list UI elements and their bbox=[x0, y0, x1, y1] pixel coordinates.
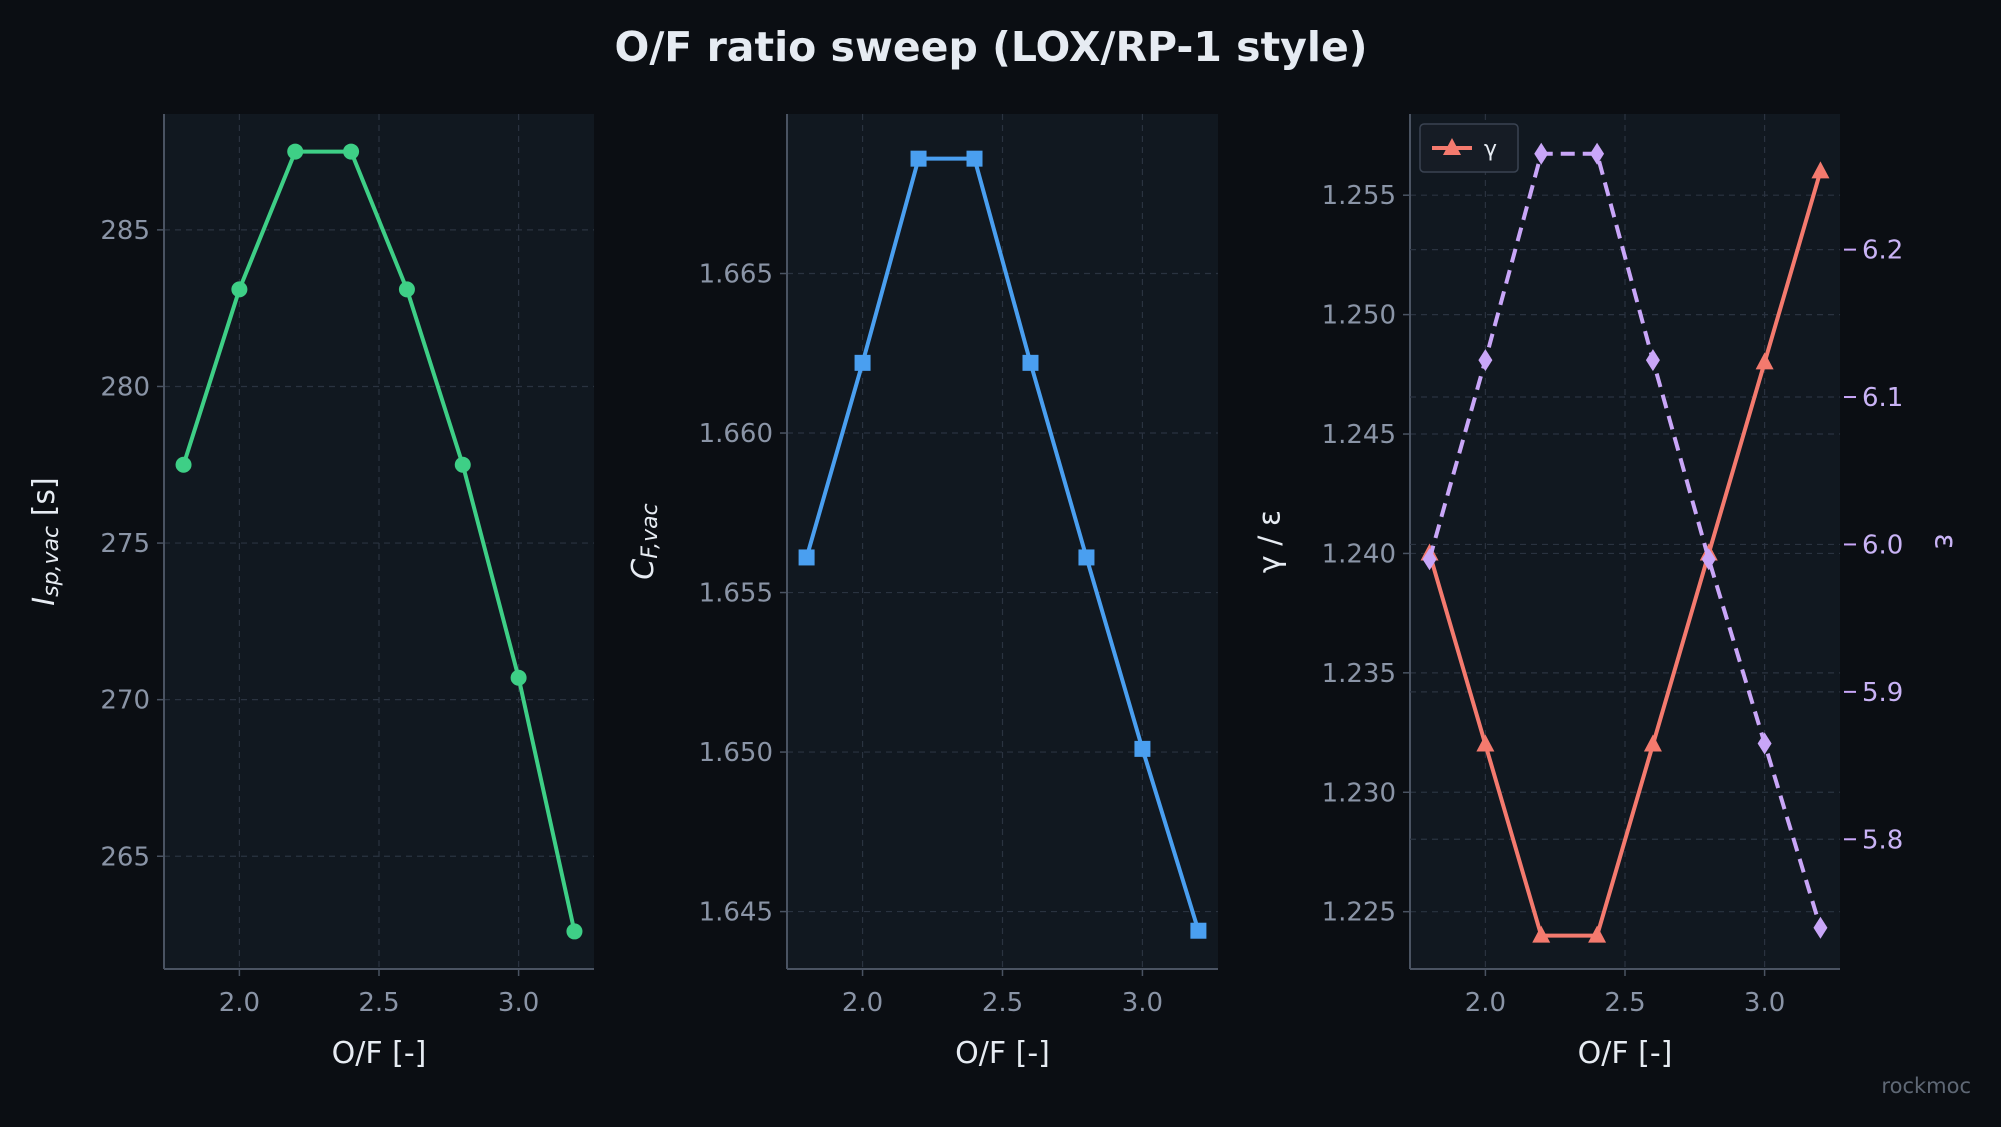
x-tick-label: 2.0 bbox=[842, 988, 883, 1018]
data-point bbox=[175, 456, 192, 473]
figure-title: O/F ratio sweep (LOX/RP-1 style) bbox=[614, 23, 1367, 71]
y-tick-label: 275 bbox=[100, 529, 150, 559]
data-point bbox=[1813, 916, 1828, 939]
y2-axis-label: ε bbox=[1928, 533, 1963, 549]
x-tick-label: 2.5 bbox=[1604, 988, 1645, 1018]
x-tick-label: 2.5 bbox=[358, 988, 399, 1018]
y-tick-label: 1.660 bbox=[699, 419, 773, 449]
x-tick-label: 3.0 bbox=[1744, 988, 1785, 1018]
y2-tick-label: 6.0 bbox=[1862, 530, 1903, 560]
data-point bbox=[398, 281, 415, 298]
data-point bbox=[798, 549, 815, 566]
y-tick-label: 285 bbox=[100, 216, 150, 246]
y-tick-label: 1.650 bbox=[699, 738, 773, 768]
plot-area bbox=[164, 114, 594, 969]
data-point bbox=[1534, 142, 1549, 165]
data-point bbox=[1645, 349, 1660, 372]
legend-label: γ bbox=[1484, 137, 1497, 162]
data-point bbox=[287, 143, 304, 160]
legend: γ bbox=[1419, 123, 1519, 173]
legend-swatch-marker bbox=[1443, 138, 1461, 155]
x-tick-label: 3.0 bbox=[1122, 988, 1163, 1018]
x-tick-label: 2.5 bbox=[982, 988, 1023, 1018]
data-point bbox=[1755, 352, 1774, 370]
isp-chart: 2.0 2.5 3.0 265 270 275 280 285 O/F [-] Isp,vac [… bbox=[27, 114, 594, 1071]
y-tick-label: 1.645 bbox=[699, 898, 773, 928]
y-tick-label: 1.225 bbox=[1322, 898, 1396, 928]
series-line-0 bbox=[804, 156, 1201, 932]
y-axis-label: Isp,vac [s] bbox=[27, 477, 64, 605]
y-tick-label: 1.255 bbox=[1322, 181, 1396, 211]
data-point bbox=[510, 669, 527, 686]
data-point bbox=[1422, 548, 1437, 571]
y-tick-label: 1.655 bbox=[699, 579, 773, 609]
gamma-eps-chart: 2.0 2.5 3.0 1.225 1.230 1.235 1.240 1.245 1.250 1… bbox=[1253, 114, 1963, 1071]
data-point bbox=[1588, 925, 1607, 943]
data-point bbox=[966, 150, 983, 167]
y-tick-label: 1.665 bbox=[699, 260, 773, 290]
data-point bbox=[343, 143, 360, 160]
series-line-1 bbox=[1427, 151, 1823, 929]
x-axis-label: O/F [-] bbox=[955, 1036, 1050, 1071]
data-point bbox=[1078, 549, 1095, 566]
series-line-0 bbox=[181, 149, 577, 932]
y-tick-label: 1.245 bbox=[1322, 420, 1396, 450]
data-point bbox=[231, 281, 248, 298]
data-point bbox=[1134, 740, 1151, 757]
x-axis-label: O/F [-] bbox=[332, 1036, 427, 1071]
y-tick-label: 1.230 bbox=[1322, 778, 1396, 808]
y-tick-label: 1.250 bbox=[1322, 301, 1396, 331]
watermark: rockmoc bbox=[1881, 1074, 1971, 1098]
y2-tick-label: 5.9 bbox=[1862, 678, 1903, 708]
data-point bbox=[910, 150, 927, 167]
data-point bbox=[1476, 734, 1495, 752]
data-point bbox=[1478, 349, 1493, 372]
data-point bbox=[1190, 922, 1207, 939]
data-point bbox=[1757, 732, 1772, 755]
data-point bbox=[1811, 161, 1830, 179]
y2-tick-label: 6.1 bbox=[1862, 383, 1903, 413]
y-axis-label: γ / ε bbox=[1253, 510, 1288, 573]
x-tick-label: 2.0 bbox=[1465, 988, 1506, 1018]
y-axis-label: CF,vac bbox=[626, 503, 663, 579]
y-tick-label: 1.240 bbox=[1322, 539, 1396, 569]
data-point bbox=[854, 354, 871, 371]
x-tick-label: 2.0 bbox=[219, 988, 260, 1018]
data-point bbox=[566, 923, 583, 940]
y-tick-label: 265 bbox=[100, 842, 150, 872]
data-point bbox=[1532, 925, 1551, 943]
x-axis-label: O/F [-] bbox=[1578, 1036, 1673, 1071]
y-tick-label: 270 bbox=[100, 686, 150, 716]
y-tick-label: 280 bbox=[100, 372, 150, 402]
y2-tick-label: 6.2 bbox=[1862, 236, 1903, 266]
series-line-0 bbox=[1427, 170, 1823, 938]
data-point bbox=[1701, 548, 1716, 571]
data-point bbox=[1590, 142, 1605, 165]
data-point bbox=[454, 456, 471, 473]
cf-chart: 2.0 2.5 3.0 1.645 1.650 1.655 1.660 1.665 O/F [-… bbox=[626, 114, 1218, 1071]
y-tick-label: 1.235 bbox=[1322, 659, 1396, 689]
data-point bbox=[1022, 354, 1039, 371]
data-point bbox=[1643, 734, 1662, 752]
x-tick-label: 3.0 bbox=[498, 988, 539, 1018]
y2-tick-label: 5.8 bbox=[1862, 825, 1903, 855]
